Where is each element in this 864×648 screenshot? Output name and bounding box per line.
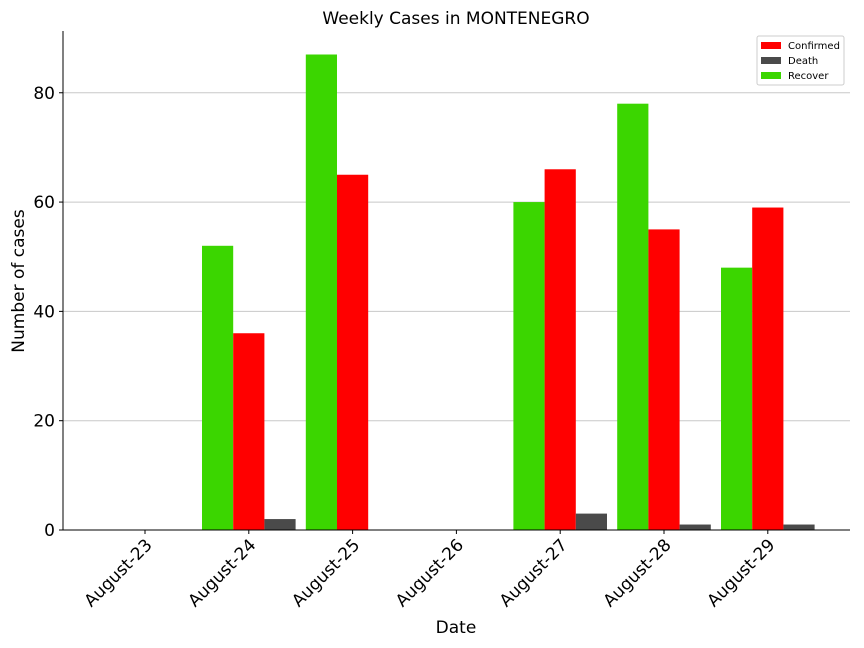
y-tick-label-0: 0 [44, 521, 55, 541]
bar-recover-1 [202, 245, 234, 531]
x-tick-label-5: August-28 [600, 535, 676, 611]
y-tick-label-1: 20 [33, 412, 55, 432]
y-tick-label-2: 40 [33, 302, 55, 322]
bar-confirmed-6 [752, 207, 784, 531]
bar-confirmed-1 [233, 333, 265, 530]
bar-death-5 [679, 524, 711, 530]
legend-label-confirmed: Confirmed [788, 41, 840, 52]
x-tick-label-2: August-25 [288, 535, 364, 611]
bar-confirmed-4 [544, 169, 576, 531]
bars [202, 54, 815, 531]
legend-swatch-confirmed [761, 42, 781, 49]
chart-title: Weekly Cases in MONTENEGRO [322, 9, 589, 29]
grid-lines [63, 92, 850, 422]
x-tick-label-4: August-27 [496, 535, 572, 611]
bar-death-6 [783, 524, 815, 530]
bar-death-1 [264, 519, 296, 530]
bar-confirmed-5 [648, 229, 680, 530]
legend-swatch-recover [761, 72, 781, 79]
y-tick-label-4: 80 [33, 84, 55, 104]
x-tick-label-6: August-29 [703, 535, 779, 611]
legend-label-death: Death [788, 56, 818, 67]
bar-recover-2 [305, 54, 337, 530]
bar-recover-4 [513, 202, 545, 530]
bar-recover-6 [721, 267, 753, 530]
x-tick-label-1: August-24 [184, 535, 260, 611]
x-axis-label: Date [436, 618, 477, 638]
bar-death-4 [575, 513, 607, 530]
y-axis-label: Number of cases [9, 209, 29, 353]
y-tick-label-3: 60 [33, 193, 55, 213]
x-tick-label-0: August-23 [81, 535, 157, 611]
legend-label-recover: Recover [788, 71, 829, 82]
legend-swatch-death [761, 57, 781, 64]
legend: Confirmed Death Recover [756, 35, 845, 86]
x-tick-label-3: August-26 [392, 535, 468, 611]
bar-confirmed-2 [337, 174, 369, 530]
bar-recover-5 [617, 103, 649, 530]
